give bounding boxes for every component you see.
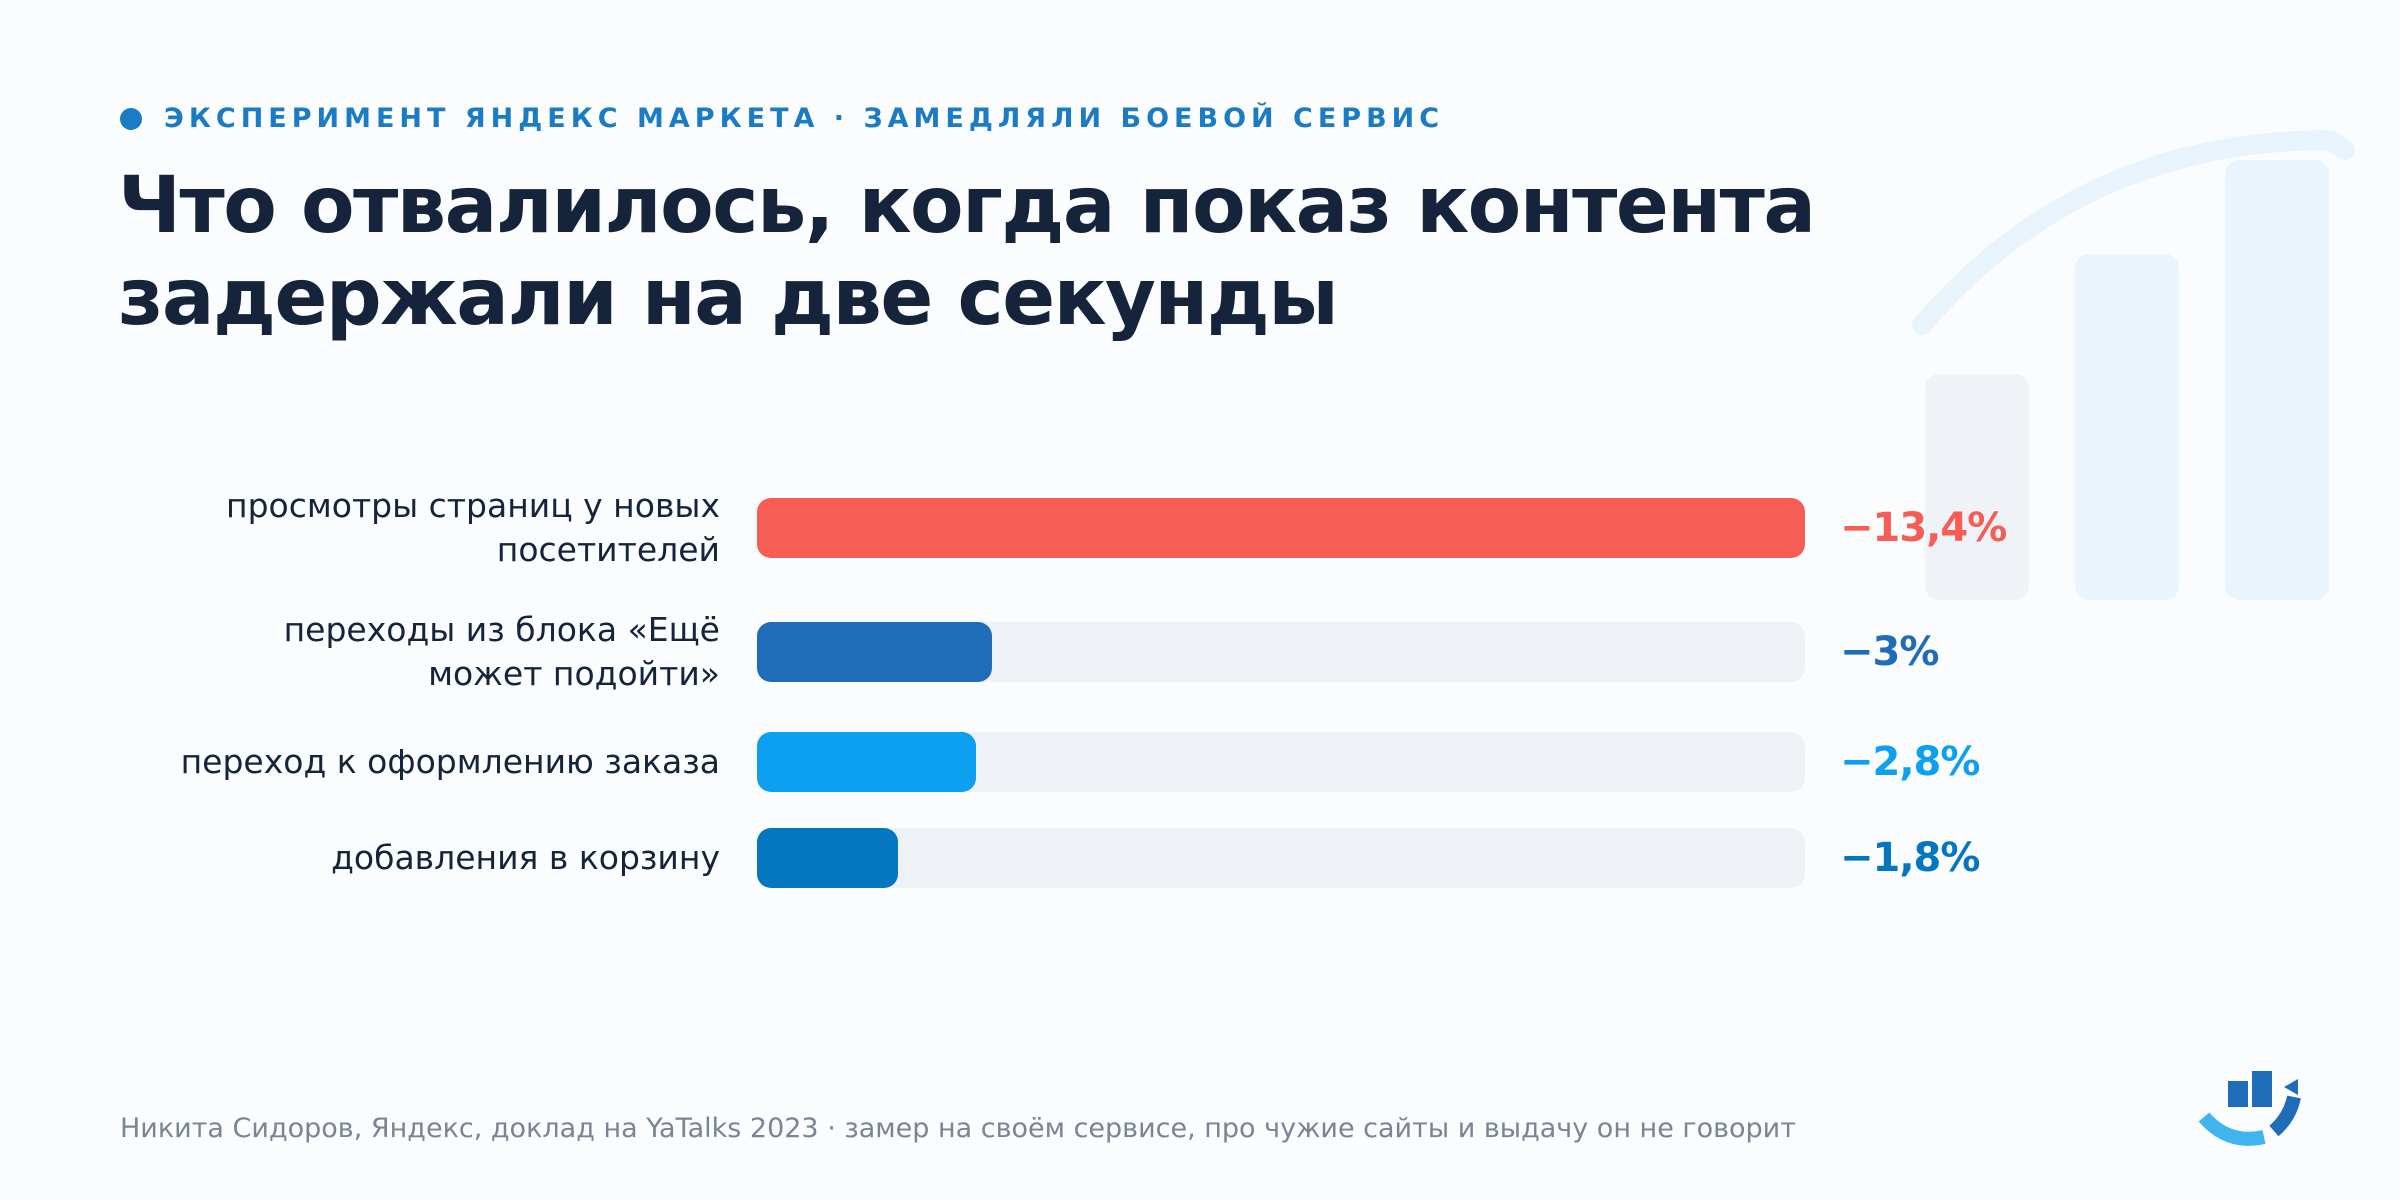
bar-1 xyxy=(757,498,1805,558)
eyebrow-dot-icon xyxy=(120,107,142,130)
bar-value-label-3: −2,8% xyxy=(1840,739,1980,785)
bar-track-1 xyxy=(757,498,1805,558)
bar-label-3-line-1: переход к оформлению заказа xyxy=(180,742,720,781)
bar-value-label-4: −1,8% xyxy=(1840,835,1980,881)
bar-2 xyxy=(757,622,992,682)
bar-track-3 xyxy=(757,732,1805,792)
bar-4 xyxy=(757,828,898,888)
bar-label-4-line-1: добавления в корзину xyxy=(331,838,720,877)
title-line-2: задержали на две секунды xyxy=(118,253,1339,343)
logo-arc-tip xyxy=(2284,1079,2298,1095)
brand-logo-icon xyxy=(2198,1071,2301,1146)
logo-bar-left xyxy=(2228,1081,2248,1107)
bar-value-label-1: −13,4% xyxy=(1840,505,2007,551)
eyebrow-text: ЭКСПЕРИМЕНТ ЯНДЕКС МАРКЕТА · ЗАМЕДЛЯЛИ Б… xyxy=(164,103,1445,134)
title-line-1: Что отвалилось, когда показ контента xyxy=(118,161,1816,251)
bar-label-2-line-1: переходы из блока «Ещё xyxy=(283,610,720,649)
logo-arc-light xyxy=(2198,1112,2266,1146)
bar-3 xyxy=(757,732,976,792)
bar-track-4 xyxy=(757,828,1805,888)
bar-value-label-2: −3% xyxy=(1840,629,1939,675)
bar-label-1: просмотры страниц у новых посетителей xyxy=(100,484,720,572)
eyebrow: ЭКСПЕРИМЕНТ ЯНДЕКС МАРКЕТА · ЗАМЕДЛЯЛИ Б… xyxy=(120,103,1444,134)
bar-label-1-line-1: просмотры страниц у новых xyxy=(226,486,720,525)
page-title: Что отвалилось, когда показ контента зад… xyxy=(118,160,1918,344)
bar-label-1-line-2: посетителей xyxy=(496,530,720,569)
bar-track-2 xyxy=(757,622,1805,682)
bar-label-3: переход к оформлению заказа xyxy=(100,740,720,784)
bar-label-2-line-2: может подойти» xyxy=(428,654,720,693)
logo-arc-dark xyxy=(2269,1095,2301,1137)
bar-label-2: переходы из блока «Ещё может подойти» xyxy=(100,608,720,696)
footer-source: Никита Сидоров, Яндекс, доклад на YaTalk… xyxy=(120,1113,1796,1144)
bar-label-4: добавления в корзину xyxy=(100,836,720,880)
logo-bar-right xyxy=(2252,1071,2272,1107)
